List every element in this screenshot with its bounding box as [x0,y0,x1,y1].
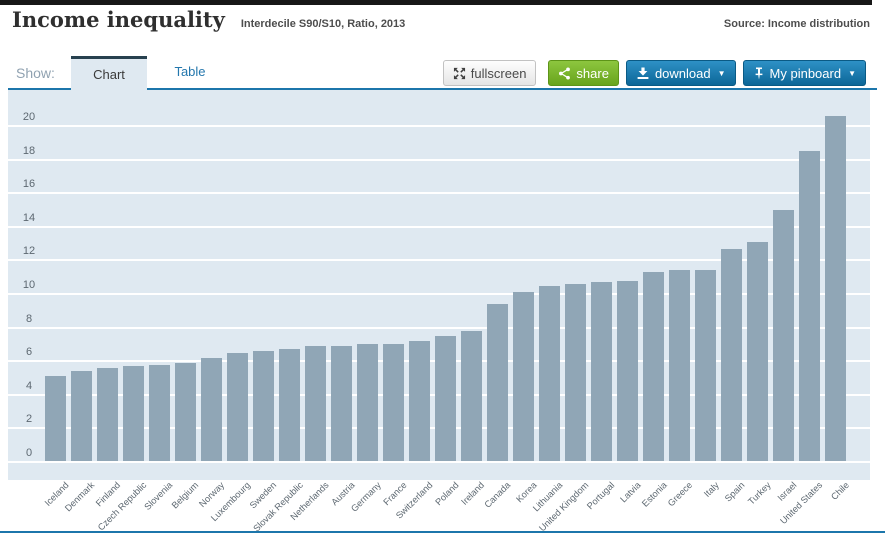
bar-poland[interactable] [435,336,456,462]
x-axis-label: Canada [482,480,513,510]
page-title: Income inequality [12,7,225,32]
x-axis-label: Spain [722,480,747,504]
tab-table[interactable]: Table [174,64,206,79]
toolbar-underline [8,88,877,90]
x-axis-label: Poland [433,480,461,508]
bar-chart-plot-area: 0 2 4 6 8 10 12 14 16 18 20 Iceland Denmark Finland Cz… [8,90,870,534]
bar-greece[interactable] [669,270,690,462]
bar-portugal[interactable] [591,282,612,462]
y-axis-tick-label: 16 [22,178,36,191]
y-axis-tick-label: 14 [22,211,36,224]
gridline-16 [8,192,870,195]
bar-canada[interactable] [487,304,508,462]
bar-united-kingdom[interactable] [565,283,586,462]
x-axis-label: Italy [701,480,721,499]
bar-france[interactable] [383,344,404,462]
y-axis-tick-label: 4 [25,379,33,392]
bar-switzerland[interactable] [409,341,430,462]
y-axis-tick-label: 0 [25,447,33,459]
bar-united-states[interactable] [799,151,820,462]
fullscreen-button-label: fullscreen [470,65,527,81]
share-button[interactable]: share [548,60,619,86]
toolbar: Show: Chart Table [8,56,877,90]
bar-sweden[interactable] [253,351,274,462]
my-pinboard-button-label: My pinboard [769,65,842,81]
share-nodes-icon [558,66,571,80]
my-pinboard-button[interactable]: My pinboard ▼ [742,60,866,86]
x-axis-label: Czech Republic [95,480,149,533]
gridline-12 [8,259,870,262]
y-axis-tick-label: 6 [25,346,33,359]
tab-chart[interactable]: Chart [71,56,147,90]
bar-spain[interactable] [721,248,742,462]
bar-germany[interactable] [357,344,378,462]
bar-ireland[interactable] [461,330,482,462]
bar-luxembourg[interactable] [227,352,248,462]
x-axis-label: Slovenia [142,480,175,512]
x-axis-label: Estonia [639,480,669,509]
bar-lithuania[interactable] [539,285,560,462]
caret-down-icon: ▼ [717,68,726,78]
expand-arrows-icon [453,67,466,80]
y-axis-tick-label: 8 [25,312,33,325]
download-arrow-icon [636,67,650,80]
toolbar-buttons: fullscreen share [442,60,866,86]
bar-norway[interactable] [201,357,222,462]
fullscreen-button[interactable]: fullscreen [442,60,537,86]
y-axis-tick-label: 12 [22,245,36,258]
y-axis-tick-label: 18 [22,144,36,157]
top-black-bar [0,0,872,5]
bar-belgium[interactable] [175,362,196,462]
bar-denmark[interactable] [71,371,92,462]
bar-chile[interactable] [825,115,846,462]
share-button-label: share [576,65,609,81]
source-label: Source: Income distribution [723,18,870,30]
bar-iceland[interactable] [45,376,66,462]
bar-estonia[interactable] [643,272,664,462]
gridline-14 [8,225,870,228]
bar-finland[interactable] [97,367,118,462]
gridline-0 [8,461,870,463]
x-axis-label: Belgium [170,480,201,511]
bar-italy[interactable] [695,270,716,462]
bar-austria[interactable] [331,346,352,462]
x-axis-label: Portugal [585,480,617,512]
show-label: Show: [16,65,55,81]
bottom-divider [0,531,885,533]
bar-turkey[interactable] [747,241,768,462]
bar-latvia[interactable] [617,280,638,462]
bar-czech-republic[interactable] [123,366,144,462]
x-axis-label: Turkey [745,480,773,507]
y-axis-tick-label: 20 [22,111,36,123]
bar-israel[interactable] [773,210,794,462]
x-axis-label: Israel [775,480,799,503]
bar-korea[interactable] [513,292,534,462]
bar-slovak-republic[interactable] [279,349,300,462]
x-axis-label: Greece [666,480,695,509]
gridline-20 [8,125,870,127]
gridline-18 [8,158,870,161]
bar-netherlands[interactable] [305,346,326,462]
download-button-label: download [654,65,711,81]
header: Income inequality Interdecile S90/S10, R… [12,7,870,32]
x-axis-label: Chile [828,480,851,502]
pushpin-icon [753,67,765,80]
gridline-8 [8,326,870,329]
x-axis-label: United Kingdom [537,480,591,534]
y-axis-tick-label: 10 [22,279,36,291]
x-axis-label: Latvia [618,480,643,505]
y-axis-tick-label: 2 [25,413,33,426]
chart-subtitle: Interdecile S90/S10, Ratio, 2013 [240,18,406,30]
caret-down-icon: ▼ [848,68,856,78]
bar-slovenia[interactable] [149,364,170,462]
gridline-10 [8,293,870,295]
download-button[interactable]: download ▼ [625,60,736,86]
